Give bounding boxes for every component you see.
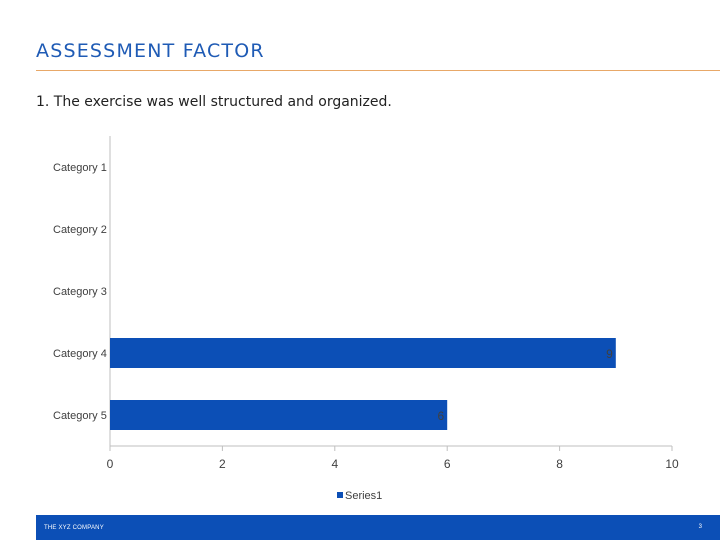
x-tick-label: 0	[107, 457, 114, 471]
category-label: Category 5	[53, 410, 107, 422]
footer-company: THE XYZ COMPANY	[44, 525, 104, 531]
page-number: 3	[698, 524, 702, 530]
legend-swatch	[337, 492, 343, 498]
bar-chart: Category 1 Category 2 Category 3 Category 4…	[53, 136, 679, 502]
category-label: Category 1	[53, 162, 107, 174]
title-divider	[36, 70, 720, 71]
data-label: 6	[438, 409, 445, 423]
bar	[110, 338, 616, 368]
x-tick-label: 8	[556, 457, 563, 471]
category-label: Category 4	[53, 348, 107, 360]
x-tick-label: 4	[331, 457, 338, 471]
category-label: Category 2	[53, 224, 107, 236]
bar	[110, 400, 448, 430]
question-text: 1. The exercise was well structured and …	[36, 94, 392, 110]
x-tick-label: 2	[219, 457, 226, 471]
footer-bar: THE XYZ COMPANY 3	[36, 515, 720, 540]
x-tick-label: 10	[665, 457, 679, 471]
category-label: Category 3	[53, 286, 107, 298]
x-tick-label: 6	[444, 457, 451, 471]
slide-title: ASSESSMENT FACTOR	[36, 40, 265, 62]
data-label: 9	[606, 347, 613, 361]
legend-label: Series1	[345, 490, 382, 502]
